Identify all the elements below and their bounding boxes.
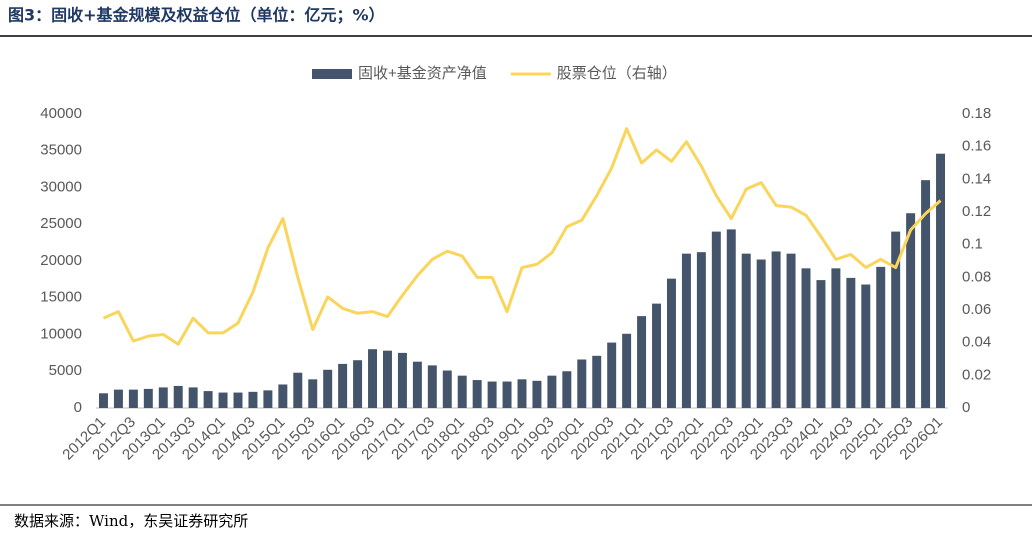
bar xyxy=(696,252,706,408)
source: 数据来源：Wind，东吴证券研究所 xyxy=(14,512,248,530)
y-tick-label: 15000 xyxy=(40,289,82,306)
bar xyxy=(756,259,766,408)
bar xyxy=(562,371,572,408)
legend-swatch xyxy=(312,69,352,79)
bar xyxy=(128,389,138,408)
bar xyxy=(547,375,557,408)
bar xyxy=(921,180,931,408)
bar xyxy=(382,350,392,408)
bar xyxy=(592,355,602,408)
bar xyxy=(263,390,273,408)
bar xyxy=(218,392,228,408)
y2-tick-label: 0 xyxy=(962,399,970,416)
y2-tick-label: 0.12 xyxy=(962,203,991,220)
bar xyxy=(158,387,168,408)
bar xyxy=(98,393,108,408)
y-tick-label: 10000 xyxy=(40,325,82,342)
bar xyxy=(308,379,318,408)
bar xyxy=(936,153,946,408)
bar xyxy=(113,389,123,408)
bar xyxy=(637,316,647,408)
bar xyxy=(607,342,617,408)
bar xyxy=(353,360,363,408)
bar xyxy=(338,363,348,408)
bar xyxy=(891,231,901,408)
y-tick-label: 35000 xyxy=(40,142,82,159)
y2-tick-label: 0.16 xyxy=(962,138,991,155)
bar xyxy=(681,253,691,408)
bar xyxy=(143,388,153,408)
bar xyxy=(188,387,198,408)
bar xyxy=(427,365,437,408)
bar xyxy=(846,277,856,408)
bar xyxy=(472,380,482,408)
bar xyxy=(666,278,676,408)
bar xyxy=(323,369,333,408)
bar xyxy=(517,379,527,408)
bar xyxy=(248,391,258,408)
bar xyxy=(771,251,781,408)
bar xyxy=(203,391,213,408)
y-tick-label: 20000 xyxy=(40,252,82,269)
bar xyxy=(457,375,467,408)
y-tick-label: 25000 xyxy=(40,215,82,232)
bar xyxy=(412,361,422,408)
bar xyxy=(532,380,542,408)
y2-tick-label: 0.1 xyxy=(962,236,983,253)
bar xyxy=(741,253,751,408)
y2-tick-label: 0.14 xyxy=(962,170,991,187)
y-tick-label: 0 xyxy=(74,399,82,416)
bar xyxy=(876,266,886,408)
bar xyxy=(502,381,512,408)
y-tick-label: 40000 xyxy=(40,105,82,122)
y2-tick-label: 0.06 xyxy=(962,301,991,318)
bar xyxy=(861,284,871,408)
bar xyxy=(726,229,736,408)
bar xyxy=(906,213,916,408)
legend-label: 固收+基金资产净值 xyxy=(358,65,487,82)
bar xyxy=(487,381,497,408)
bar xyxy=(173,385,183,408)
legend-label: 股票仓位（右轴） xyxy=(557,65,677,82)
chart-title: 图3：固收+基金规模及权益仓位（单位：亿元；%） xyxy=(8,6,385,25)
bar xyxy=(801,268,811,408)
bar xyxy=(368,349,378,408)
line xyxy=(102,127,942,346)
bar xyxy=(622,333,632,408)
bar xyxy=(816,280,826,408)
y-tick-label: 5000 xyxy=(49,362,82,379)
bar xyxy=(233,392,243,408)
bar xyxy=(397,352,407,408)
y2-tick-label: 0.02 xyxy=(962,366,991,383)
bar xyxy=(711,231,721,408)
y2-tick-label: 0.08 xyxy=(962,268,991,285)
bar xyxy=(577,359,587,408)
bar xyxy=(652,303,662,408)
bar xyxy=(831,268,841,408)
bar xyxy=(278,384,288,408)
bar xyxy=(786,253,796,408)
bar xyxy=(442,370,452,408)
bar xyxy=(293,372,303,408)
y2-tick-label: 0.18 xyxy=(962,105,991,122)
y-tick-label: 30000 xyxy=(40,178,82,195)
y2-tick-label: 0.04 xyxy=(962,334,991,351)
